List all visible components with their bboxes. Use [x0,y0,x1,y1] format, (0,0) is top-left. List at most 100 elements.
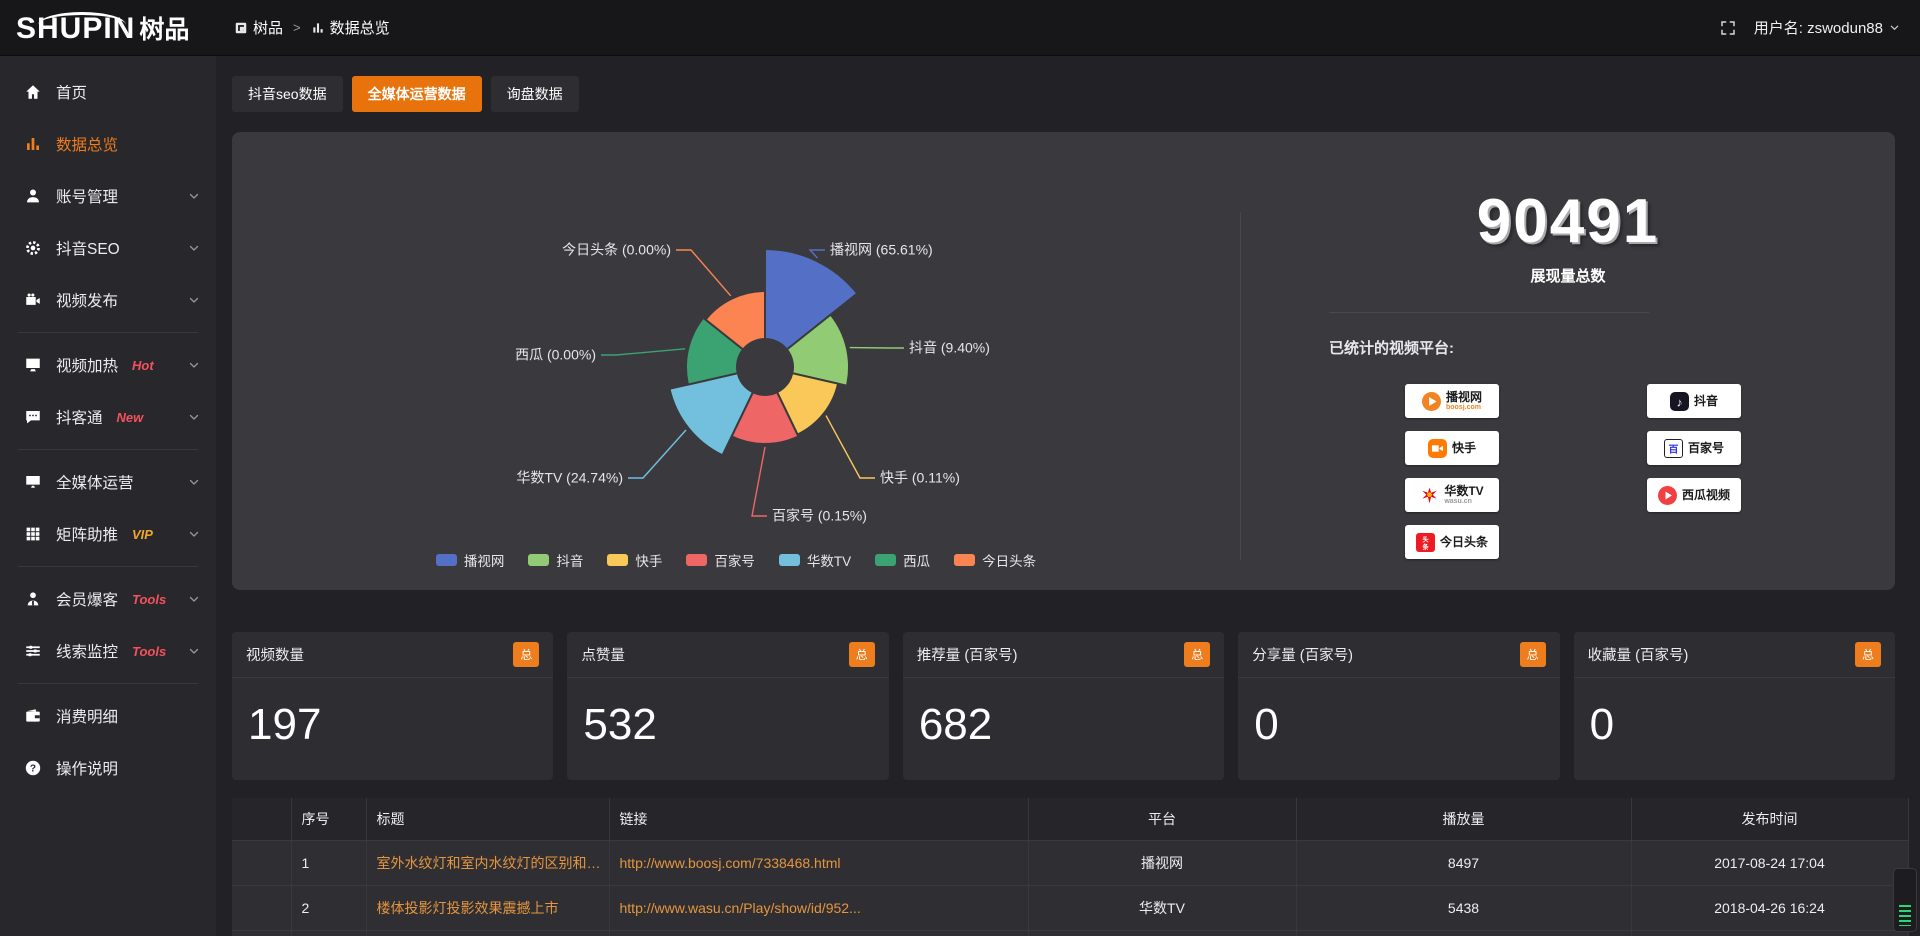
legend-label: 今日头条 [982,554,1037,569]
svg-text:♪: ♪ [1677,395,1683,409]
stat-card-header: 视频数量 总 [232,632,554,678]
pie-slice-百家号[interactable] [730,390,800,446]
menu-badge: Tools [132,643,167,659]
total-badge[interactable]: 总 [513,642,540,667]
cell-platform: 华数TV [1028,885,1297,931]
svg-text:?: ? [30,764,36,775]
legend-item-抖音[interactable]: 抖音 [528,550,583,570]
pie-slice-播视网[interactable] [764,247,859,351]
platform-badge-华数TV[interactable]: 华数TV wasu.cn [1405,478,1499,512]
breadcrumb-label: 数据总览 [329,20,390,37]
platform-badge-今日头条[interactable]: 头条 今日头条 [1405,525,1499,559]
pie-label-line [676,249,732,297]
platform-badge-百家号[interactable]: 百百家号 [1647,431,1741,465]
sidebar-item-video-heat[interactable]: 视频加热 Hot [0,339,216,391]
floating-widget[interactable] [1893,868,1917,932]
pie-slice-快手[interactable] [775,372,840,436]
total-badge[interactable]: 总 [1855,642,1882,667]
table-header-4: 播放量 [1296,798,1632,841]
legend-item-快手[interactable]: 快手 [607,550,662,570]
legend-item-西瓜[interactable]: 西瓜 [875,550,930,570]
sidebar-item-label: 抖客通 [56,410,103,427]
sidebar-item-media-operation[interactable]: 全媒体运营 [0,456,216,508]
platform-name: 华数TV wasu.cn [1444,484,1484,505]
chevron-down-icon [1889,22,1900,33]
platform-name: 抖音 [1693,393,1718,408]
cell-title[interactable]: 楼体投影灯投影效果震撼上市 [366,885,610,931]
pie-slice-西瓜[interactable] [685,316,745,386]
sidebar-item-label: 会员爆客 [56,592,119,609]
sidebar-item-douketong[interactable]: 抖客通 New [0,391,216,443]
topbar: SHUPIN 树品 树品 > 数据总览 用户名: zswodun88 [0,0,1920,56]
tab-inquiry-data[interactable]: 询盘数据 [490,76,579,112]
sidebar-item-douyin-seo[interactable]: 抖音SEO [0,222,216,274]
legend-label: 抖音 [556,554,584,569]
platform-badge-西瓜视频[interactable]: 西瓜视频 [1647,478,1741,512]
sidebar-item-help[interactable]: ? 操作说明 [0,742,216,794]
svg-text:百: 百 [1669,443,1679,455]
app-icon [234,21,248,35]
total-badge[interactable]: 总 [1519,642,1546,667]
row-checkbox-cell [232,930,292,936]
stat-card: 推荐量 (百家号) 总 682 [902,632,1225,780]
fullscreen-icon[interactable] [1720,20,1736,36]
platform-badge-column: ♪ 抖音百百家号西瓜视频 [1647,384,1741,572]
total-badge[interactable]: 总 [848,642,875,667]
stat-value: 0 [1254,700,1279,749]
breadcrumb-item[interactable]: 树品 [234,17,283,38]
platforms-title: 已统计的视频平台: [1329,340,1454,357]
table-header-1: 标题 [366,798,610,841]
user-menu[interactable]: 用户名: zswodun88 [1754,17,1900,38]
cell-link[interactable]: http://www.wasu.cn/Play/show/id/952... [609,885,1029,931]
tab-media-operation-data[interactable]: 全媒体运营数据 [351,76,482,112]
pie-slice-今日头条[interactable] [704,289,766,351]
sidebar-item-label: 视频加热 [56,358,119,375]
sidebar-item-account-manage[interactable]: 账号管理 [0,170,216,222]
chevron-down-icon [188,242,200,254]
cell-link[interactable]: http://www.boosj.com/7338468.html [609,840,1029,886]
breadcrumb-item[interactable]: 数据总览 [311,17,390,38]
sidebar-item-member-burst[interactable]: 会员爆客 Tools [0,573,216,625]
sidebar-item-label: 账号管理 [56,189,119,206]
pie-slice-抖音[interactable] [785,313,850,387]
sidebar-item-consumption-detail[interactable]: 消费明细 [0,690,216,742]
total-badge[interactable]: 总 [1184,642,1211,667]
sidebar-item-home[interactable]: 首页 [0,66,216,118]
legend-item-华数TV[interactable]: 华数TV [778,550,851,570]
platform-badge-快手[interactable]: 快手 [1405,431,1499,465]
pie-label: 抖音 (9.40%) [909,340,990,356]
pie-label-line [825,415,875,479]
sidebar-item-data-overview[interactable]: 数据总览 [0,118,216,170]
breadcrumb-separator: > [293,20,301,35]
sidebar-item-label: 全媒体运营 [56,475,134,492]
sidebar-item-video-publish[interactable]: 视频发布 [0,274,216,326]
app-logo[interactable]: SHUPIN 树品 [0,10,216,46]
stat-card: 视频数量 总 197 [232,632,554,780]
legend-swatch [435,554,457,566]
sidebar-item-matrix-boost[interactable]: 矩阵助推 VIP [0,508,216,560]
legend-item-今日头条[interactable]: 今日头条 [954,550,1036,570]
table-header-row: 序号 标题 链接 平台 播放量 发布时间 [232,798,1908,841]
platform-badge-播视网[interactable]: 播视网 boosj.com [1405,384,1499,418]
sidebar-divider [18,332,198,333]
legend-item-百家号[interactable]: 百家号 [686,550,755,570]
platform-badge-抖音[interactable]: ♪ 抖音 [1647,384,1741,418]
sidebar-item-clue-monitor[interactable]: 线索监控 Tools [0,625,216,677]
tab-douyin-seo-data[interactable]: 抖音seo数据 [232,76,343,112]
stat-card-header: 推荐量 (百家号) 总 [902,632,1225,678]
platform-badges: 播视网 boosj.com 快手华数TV wasu.cn 头条 今日头条 ♪ 抖音百百家号西瓜… [1405,384,1895,572]
breadcrumb-label: 树品 [253,20,284,37]
cell-title[interactable]: 室外水纹灯和室内水纹灯的区别和简介 [366,840,610,886]
pie-slice-华数TV[interactable] [668,372,755,457]
legend-label: 播视网 [463,554,505,569]
chevron-down-icon [188,645,200,657]
impressions-total-value: 90491 [1476,187,1660,256]
chevron-down-icon [188,294,200,306]
pie-label-line [808,249,825,259]
legend-item-播视网[interactable]: 播视网 [435,550,505,570]
monitor-icon [24,356,42,374]
svg-text:头: 头 [1422,534,1429,543]
platform-name: 百家号 [1687,440,1724,455]
stat-value: 197 [248,700,322,749]
sidebar-item-label: 视频发布 [56,293,119,310]
